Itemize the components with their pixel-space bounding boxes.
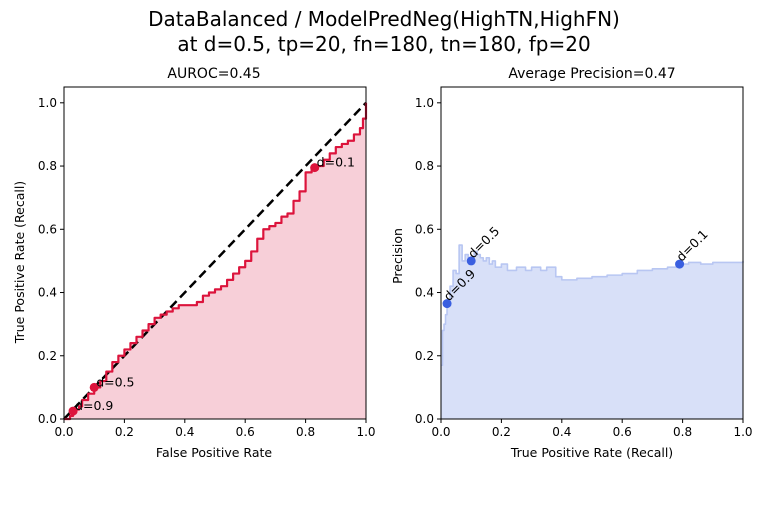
pr-y-tick-label-4: 0.8	[415, 159, 434, 173]
pr-x-tick-label-5: 1.0	[733, 425, 752, 439]
pr-x-tick-label-0: 0.0	[431, 425, 450, 439]
pr-x-tick-label-4: 0.8	[673, 425, 692, 439]
roc-marker-point-0	[68, 406, 78, 416]
roc-x-tick-label-0: 0.0	[54, 425, 73, 439]
pr-marker-point-0	[442, 299, 452, 309]
suptitle-line-2: at d=0.5, tp=20, fn=180, tn=180, fp=20	[177, 32, 590, 56]
pr-x-axis-label: True Positive Rate (Recall)	[510, 445, 673, 460]
pr-y-tick-label-3: 0.6	[415, 222, 434, 236]
roc-area-fill	[64, 102, 366, 420]
roc-x-axis-label: False Positive Rate	[156, 445, 272, 460]
pr-x-tick-label-2: 0.4	[552, 425, 571, 439]
pr-y-tick-label-1: 0.2	[415, 349, 434, 363]
roc-chart: AUROC=0.45 False Positive Rate True Posi…	[12, 66, 376, 460]
suptitle-line-1: DataBalanced / ModelPredNeg(HighTN,HighF…	[148, 7, 620, 31]
roc-y-tick-label-0: 0.0	[38, 412, 57, 426]
roc-y-tick-label-3: 0.6	[38, 222, 57, 236]
pr-y-tick-label-5: 1.0	[415, 96, 434, 110]
roc-marker-label-0: d=0.9	[75, 398, 113, 413]
pr-marker-label-1: d=0.5	[465, 223, 503, 261]
roc-marker-point-1	[89, 382, 99, 392]
roc-plot-frame	[63, 86, 367, 420]
roc-marker-label-1: d=0.5	[96, 374, 134, 389]
roc-y-axis-label: True Positive Rate (Recall)	[12, 181, 27, 344]
roc-y-tick-label-1: 0.2	[38, 349, 57, 363]
pr-area-fill	[441, 245, 743, 419]
pr-marker-label-2: d=0.1	[673, 227, 711, 265]
pr-y-axis-label: Precision	[390, 228, 405, 284]
roc-curve-line	[64, 102, 368, 421]
roc-x-tick-label-3: 0.6	[236, 425, 255, 439]
pr-title: Average Precision=0.47	[508, 66, 675, 82]
roc-x-tick-label-2: 0.4	[175, 425, 194, 439]
roc-x-tick-label-4: 0.8	[296, 425, 315, 439]
roc-marker-point-2	[310, 163, 320, 173]
pr-plot-frame	[440, 86, 744, 420]
roc-title: AUROC=0.45	[167, 66, 260, 82]
roc-x-tick-label-1: 0.2	[115, 425, 134, 439]
roc-y-tick-label-5: 1.0	[38, 96, 57, 110]
roc-marker-label-2: d=0.1	[317, 155, 355, 170]
pr-marker-point-1	[466, 256, 476, 266]
roc-y-tick-label-2: 0.4	[38, 286, 57, 300]
pr-y-tick-label-0: 0.0	[415, 412, 434, 426]
pr-x-tick-label-3: 0.6	[613, 425, 632, 439]
roc-x-tick-label-5: 1.0	[356, 425, 375, 439]
pr-curve-line	[441, 244, 744, 367]
pr-marker-point-2	[675, 259, 685, 269]
roc-y-tick-label-4: 0.8	[38, 159, 57, 173]
roc-diagonal-line	[63, 101, 367, 420]
pr-chart: Average Precision=0.47 True Positive Rat…	[390, 66, 753, 460]
pr-y-tick-label-2: 0.4	[415, 286, 434, 300]
pr-x-tick-label-1: 0.2	[492, 425, 511, 439]
